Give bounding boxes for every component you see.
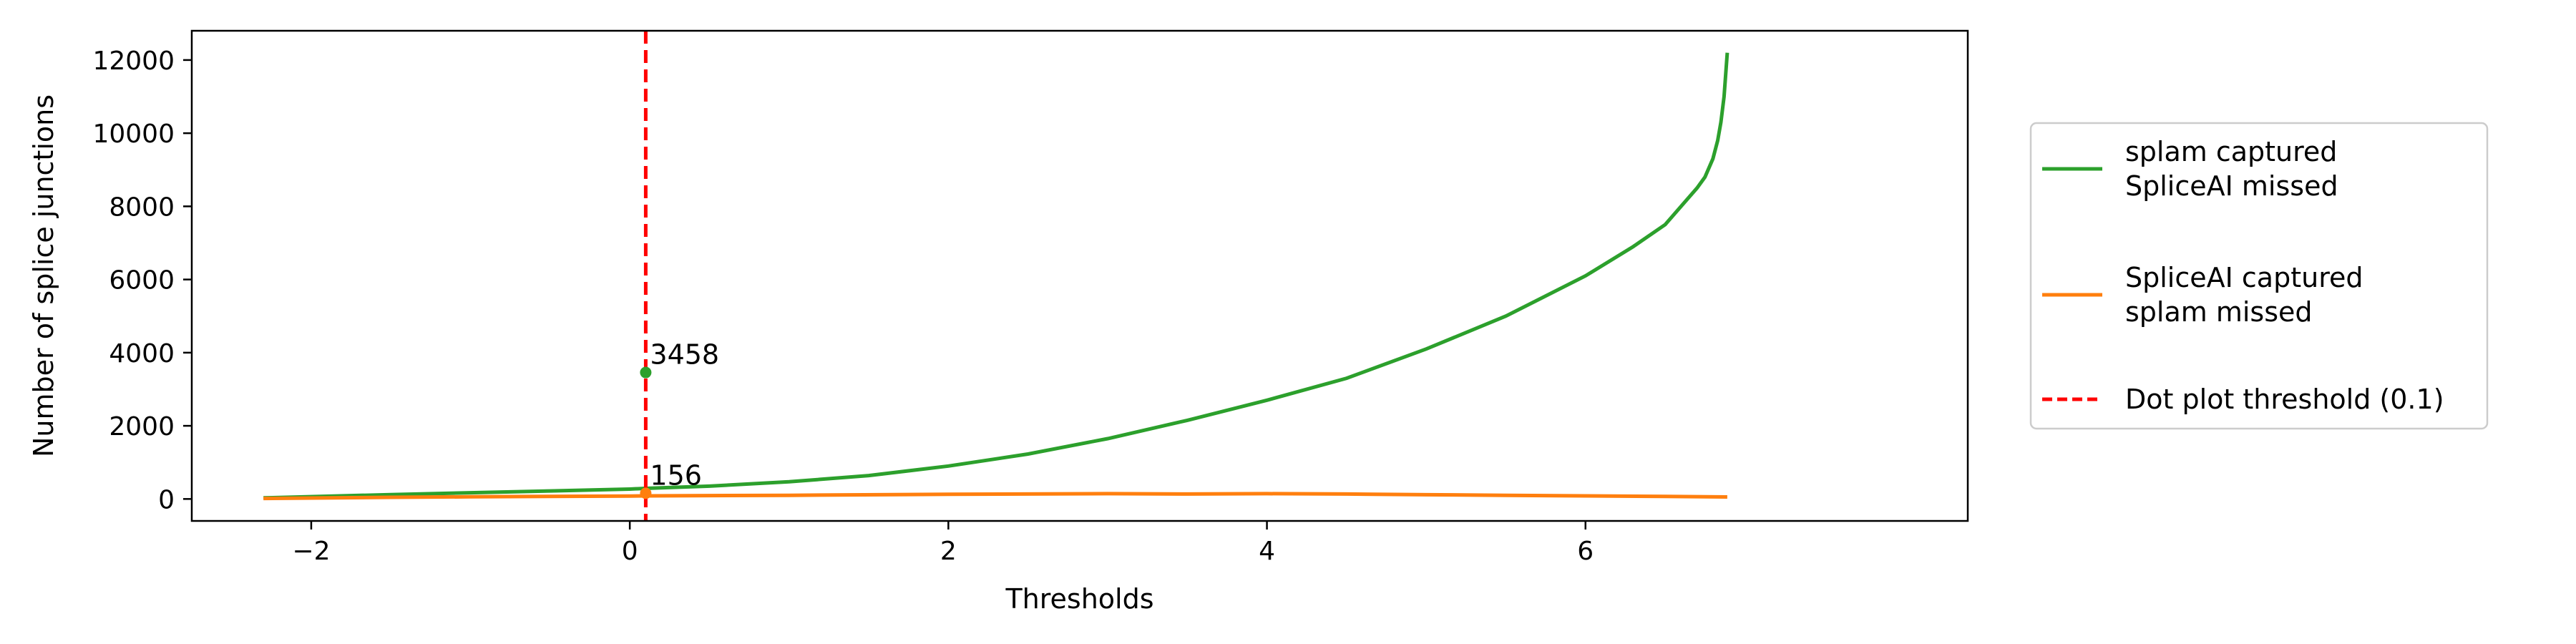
x-tick-label: 4 bbox=[1259, 537, 1275, 566]
x-tick-label: −2 bbox=[292, 537, 330, 566]
y-tick-label: 4000 bbox=[109, 339, 175, 369]
y-tick-label: 10000 bbox=[92, 119, 175, 149]
annotation-point-2 bbox=[640, 487, 652, 499]
y-tick-label: 2000 bbox=[109, 412, 175, 441]
y-tick-label: 12000 bbox=[92, 47, 175, 76]
axes: −2 0 2 4 6 0 2000 4000 6000 8000 10000 12000 bbox=[92, 29, 1969, 566]
plot-frame bbox=[190, 29, 1969, 522]
y-axis-title: Number of splice junctions bbox=[28, 94, 59, 457]
x-tick-label: 0 bbox=[622, 537, 638, 566]
y-tick-label: 8000 bbox=[109, 192, 175, 222]
legend-frame bbox=[2029, 122, 2489, 430]
series-line-1 bbox=[263, 52, 1729, 500]
annotation-point-1 bbox=[640, 366, 652, 379]
annotation-label-2: 156 bbox=[650, 459, 702, 491]
legend-label-series-1: splam captured SpliceAI missed bbox=[2125, 136, 2338, 202]
y-tick-label: 0 bbox=[158, 485, 175, 514]
legend-label-threshold: Dot plot threshold (0.1) bbox=[2125, 384, 2444, 415]
annotation-label-1: 3458 bbox=[650, 339, 719, 371]
legend-label-series-2: SpliceAI captured splam missed bbox=[2125, 262, 2363, 328]
y-tick-label: 6000 bbox=[109, 266, 175, 296]
plot-area: 3458 156 bbox=[263, 31, 1729, 521]
legend: splam captured SpliceAI missed SpliceAI ca… bbox=[2029, 122, 2489, 430]
x-tick-label: 2 bbox=[940, 537, 957, 566]
x-axis-title: Thresholds bbox=[1005, 583, 1153, 615]
series-line-2 bbox=[263, 492, 1727, 501]
x-tick-label: 6 bbox=[1577, 537, 1594, 566]
